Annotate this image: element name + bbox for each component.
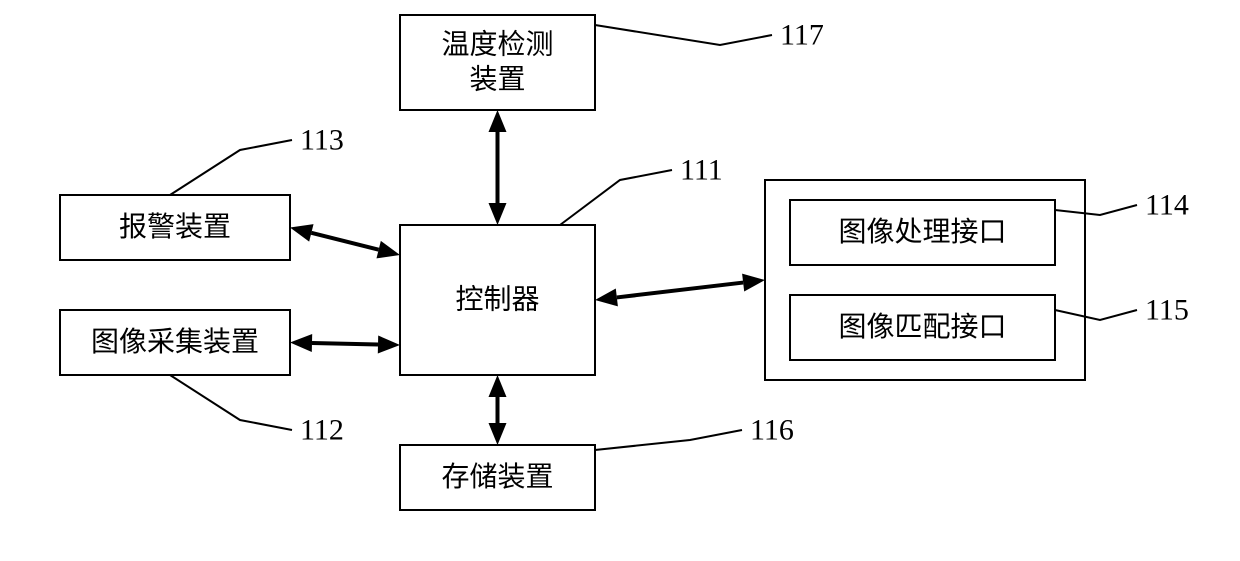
leader-controller xyxy=(560,170,672,225)
ref-label-image_proc_if: 114 xyxy=(1145,189,1189,222)
node-storage: 存储装置 xyxy=(400,445,595,510)
arrow-controller-right_container xyxy=(617,283,743,298)
ref-label-storage: 116 xyxy=(750,414,794,447)
node-image_proc_if-label: 图像处理接口 xyxy=(838,216,1006,248)
leader-temp_detect xyxy=(595,25,772,45)
node-image_capture: 图像采集装置 xyxy=(60,310,290,375)
arrow-head xyxy=(489,203,507,225)
arrow-head xyxy=(290,334,312,352)
node-image_proc_if: 图像处理接口 xyxy=(790,200,1055,265)
node-storage-label: 存储装置 xyxy=(441,461,553,493)
arrow-head xyxy=(742,274,765,292)
ref-label-controller: 111 xyxy=(680,154,723,187)
arrow-head xyxy=(489,375,507,397)
node-controller: 控制器 xyxy=(400,225,595,375)
arrow-controller-image_capture xyxy=(312,343,378,345)
arrow-head xyxy=(378,336,400,354)
node-image_match_if: 图像匹配接口 xyxy=(790,295,1055,360)
arrow-head xyxy=(489,110,507,132)
node-controller-label: 控制器 xyxy=(455,284,539,316)
ref-label-alarm: 113 xyxy=(300,124,344,157)
arrow-head xyxy=(290,224,314,241)
ref-label-image_capture: 112 xyxy=(300,414,344,447)
node-temp_detect-label: 温度检测 xyxy=(441,29,553,61)
node-image_match_if-label: 图像匹配接口 xyxy=(838,311,1006,343)
arrow-head xyxy=(489,423,507,445)
arrow-head xyxy=(595,288,618,306)
node-temp_detect: 温度检测装置 xyxy=(400,15,595,110)
leader-image_capture xyxy=(170,375,292,430)
node-alarm-label: 报警装置 xyxy=(119,211,231,243)
node-temp_detect-label: 装置 xyxy=(469,64,525,96)
ref-label-temp_detect: 117 xyxy=(780,19,824,52)
leader-storage xyxy=(595,430,742,450)
ref-label-image_match_if: 115 xyxy=(1145,294,1189,327)
arrow-head xyxy=(376,241,400,258)
node-alarm: 报警装置 xyxy=(60,195,290,260)
leader-alarm xyxy=(170,140,292,195)
arrow-controller-alarm xyxy=(311,233,378,250)
node-image_capture-label: 图像采集装置 xyxy=(91,326,259,358)
